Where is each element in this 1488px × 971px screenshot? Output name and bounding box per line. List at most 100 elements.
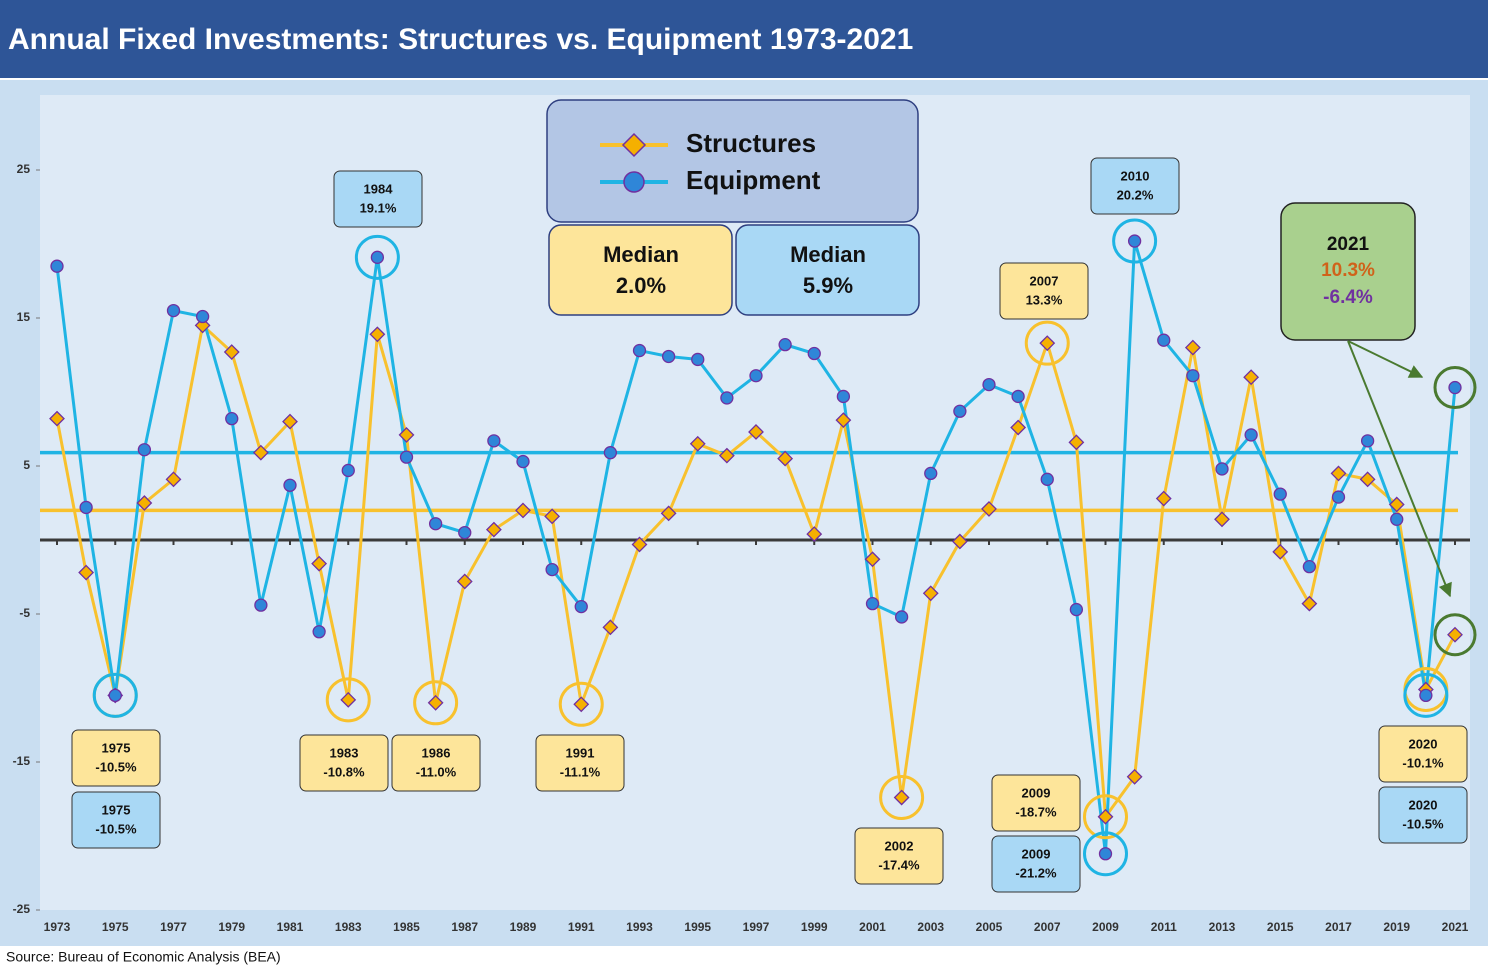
marker: [485, 521, 502, 538]
marker: [603, 446, 618, 460]
marker: [1448, 380, 1462, 395]
x-tick-label: 2021: [1442, 920, 1469, 934]
highlight-line: -6.4%: [1323, 287, 1373, 308]
marker: [951, 533, 968, 550]
annotation-year: 1983: [330, 745, 359, 760]
highlight-ring: [325, 677, 371, 723]
median-value: 2.0%: [616, 273, 666, 298]
median-box: [735, 224, 920, 316]
median-label: Median: [603, 242, 679, 267]
marker: [1155, 490, 1172, 507]
marker: [254, 598, 268, 612]
marker: [1215, 462, 1229, 476]
annotation-value: -11.0%: [416, 764, 457, 779]
marker: [137, 443, 152, 457]
marker: [1360, 434, 1375, 448]
marker: [1184, 339, 1201, 356]
marker: [50, 259, 64, 273]
marker: [836, 389, 851, 404]
annotation-value: -11.1%: [560, 764, 601, 779]
marker: [632, 343, 647, 358]
annotation-box: [991, 835, 1081, 893]
x-tick-label: 1999: [801, 920, 828, 934]
marker: [195, 309, 210, 324]
marker: [924, 466, 938, 481]
highlight-ring: [1112, 218, 1158, 264]
marker: [1068, 434, 1085, 451]
highlight-ring: [1083, 831, 1128, 877]
annotation-box: [71, 791, 161, 849]
marker: [720, 391, 734, 405]
marker: [515, 502, 531, 519]
marker: [835, 412, 852, 429]
x-tick-label: 2019: [1383, 920, 1410, 934]
marker: [1447, 626, 1463, 643]
x-tick-label: 1993: [626, 920, 653, 934]
marker: [893, 789, 910, 806]
marker: [544, 508, 561, 525]
annotation-year: 1975: [102, 802, 131, 817]
median-box: [548, 224, 733, 316]
marker: [456, 573, 473, 590]
x-tick-label: 2009: [1092, 920, 1119, 934]
marker: [1331, 490, 1346, 504]
arrow: [1347, 340, 1424, 378]
marker: [340, 691, 357, 708]
annotation-year: 2009: [1022, 785, 1051, 800]
x-tick-label: 1977: [160, 920, 187, 934]
annotation-box: [1090, 157, 1180, 215]
marker: [545, 562, 559, 577]
marker: [1127, 234, 1142, 248]
marker: [1010, 419, 1027, 436]
marker: [1098, 847, 1113, 861]
marker: [1244, 428, 1258, 442]
marker: [574, 599, 588, 614]
marker: [1069, 602, 1084, 617]
annotation-box: [999, 262, 1089, 320]
x-tick-label: 1987: [451, 920, 478, 934]
marker: [458, 525, 472, 540]
marker: [894, 610, 909, 624]
marker: [311, 555, 328, 572]
x-tick-label: 1991: [568, 920, 595, 934]
x-tick-label: 2013: [1209, 920, 1236, 934]
annotation-year: 2010: [1121, 168, 1150, 183]
marker: [428, 517, 443, 531]
annotation-value: -10.1%: [1402, 755, 1444, 770]
x-tick-label: 1989: [510, 920, 537, 934]
title-bar: [0, 0, 1488, 78]
highlight-ring: [354, 234, 400, 280]
annotation-value: -10.5%: [1402, 816, 1444, 831]
marker: [399, 450, 414, 464]
marker: [225, 411, 239, 426]
annotation-value: 19.1%: [360, 200, 397, 215]
legend-box: [546, 99, 919, 223]
x-tick-label: 1997: [743, 920, 770, 934]
marker: [689, 435, 706, 452]
marker: [282, 413, 298, 430]
marker: [778, 337, 792, 352]
marker: [487, 434, 501, 448]
marker: [1330, 465, 1347, 482]
highlight-ring: [413, 680, 459, 726]
marker: [427, 694, 444, 711]
marker: [108, 688, 122, 703]
marker: [1390, 512, 1404, 526]
marker: [806, 526, 823, 542]
marker: [136, 495, 153, 511]
x-tick-label: 2005: [976, 920, 1003, 934]
marker: [691, 352, 705, 367]
y-tick-label: 15: [17, 310, 31, 324]
marker: [1359, 471, 1376, 488]
highlight-ring: [879, 775, 925, 821]
annotation-value: 13.3%: [1026, 292, 1063, 307]
marker: [1419, 688, 1433, 703]
marker: [1157, 333, 1171, 347]
marker: [398, 427, 415, 443]
highlight-ring: [1083, 794, 1128, 840]
highlight-line: 10.3%: [1321, 260, 1375, 281]
marker: [1388, 496, 1405, 513]
annotation-value: -18.7%: [1015, 804, 1057, 819]
marker: [79, 500, 93, 515]
